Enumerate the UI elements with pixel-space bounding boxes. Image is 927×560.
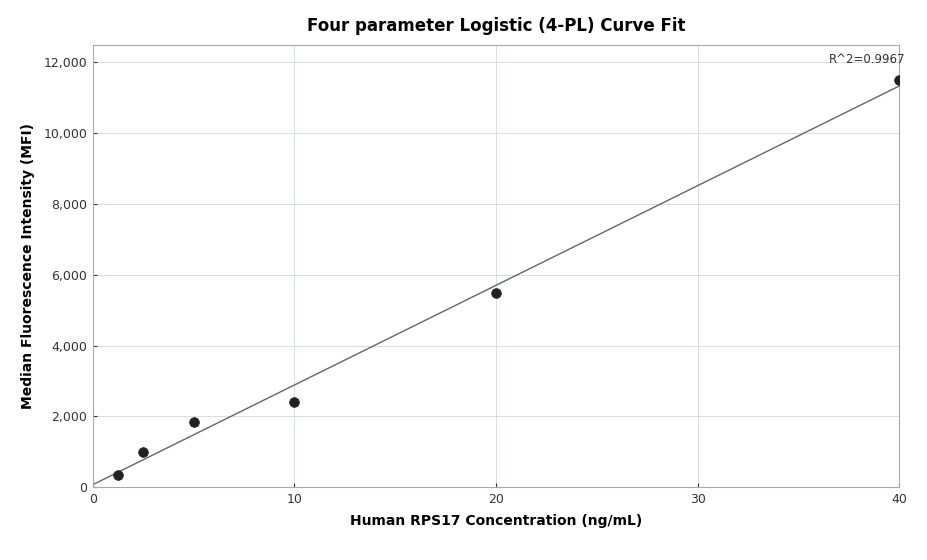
Title: Four parameter Logistic (4-PL) Curve Fit: Four parameter Logistic (4-PL) Curve Fit	[307, 17, 685, 35]
X-axis label: Human RPS17 Concentration (ng/mL): Human RPS17 Concentration (ng/mL)	[349, 514, 642, 528]
Point	[286, 398, 301, 407]
Point	[892, 76, 907, 85]
Point	[135, 447, 150, 456]
Text: R^2=0.9967: R^2=0.9967	[829, 53, 905, 66]
Point	[110, 470, 125, 479]
Y-axis label: Median Fluorescence Intensity (MFI): Median Fluorescence Intensity (MFI)	[21, 123, 35, 409]
Point	[186, 417, 201, 426]
Point	[489, 288, 503, 297]
